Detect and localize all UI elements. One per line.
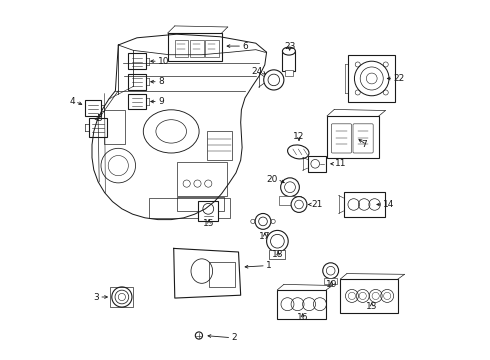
Text: 16: 16 <box>297 313 308 322</box>
Text: 24: 24 <box>251 68 262 77</box>
FancyBboxPatch shape <box>89 118 107 137</box>
Text: 23: 23 <box>284 41 295 50</box>
FancyBboxPatch shape <box>343 192 386 217</box>
Text: 6: 6 <box>242 41 248 50</box>
Circle shape <box>255 213 271 229</box>
Text: 17: 17 <box>259 233 270 241</box>
FancyBboxPatch shape <box>285 70 293 76</box>
FancyBboxPatch shape <box>341 279 398 313</box>
Text: 12: 12 <box>294 132 305 141</box>
Text: 5: 5 <box>96 113 102 122</box>
Text: 22: 22 <box>393 74 405 83</box>
Text: 10: 10 <box>158 57 170 66</box>
FancyBboxPatch shape <box>128 74 146 90</box>
FancyBboxPatch shape <box>128 94 146 109</box>
Text: 13: 13 <box>366 302 377 311</box>
Text: 2: 2 <box>231 333 237 342</box>
FancyBboxPatch shape <box>279 196 301 205</box>
FancyBboxPatch shape <box>308 156 326 172</box>
Text: 20: 20 <box>266 175 277 184</box>
FancyBboxPatch shape <box>198 201 218 221</box>
Circle shape <box>291 197 307 212</box>
Text: 7: 7 <box>361 140 367 149</box>
Text: 21: 21 <box>312 200 323 209</box>
FancyBboxPatch shape <box>348 55 395 102</box>
Text: 19: 19 <box>326 280 337 289</box>
Circle shape <box>267 230 288 252</box>
Text: 3: 3 <box>94 292 99 302</box>
FancyBboxPatch shape <box>85 100 101 116</box>
FancyBboxPatch shape <box>324 278 337 284</box>
Circle shape <box>264 70 284 90</box>
Text: 1: 1 <box>266 261 271 270</box>
Ellipse shape <box>288 145 309 159</box>
Text: 9: 9 <box>158 97 164 106</box>
Circle shape <box>112 287 132 307</box>
Text: 15: 15 <box>203 219 215 228</box>
FancyBboxPatch shape <box>168 33 221 61</box>
Text: 8: 8 <box>158 77 164 86</box>
FancyBboxPatch shape <box>327 116 379 158</box>
Ellipse shape <box>282 47 295 55</box>
Text: 11: 11 <box>335 159 346 168</box>
Text: 18: 18 <box>272 251 284 259</box>
FancyBboxPatch shape <box>128 53 146 69</box>
Text: 4: 4 <box>70 97 75 106</box>
Text: 14: 14 <box>383 200 394 209</box>
FancyBboxPatch shape <box>277 290 326 319</box>
FancyBboxPatch shape <box>282 51 295 71</box>
FancyBboxPatch shape <box>270 250 285 259</box>
Circle shape <box>196 332 202 339</box>
Circle shape <box>281 178 299 197</box>
Circle shape <box>323 263 339 279</box>
